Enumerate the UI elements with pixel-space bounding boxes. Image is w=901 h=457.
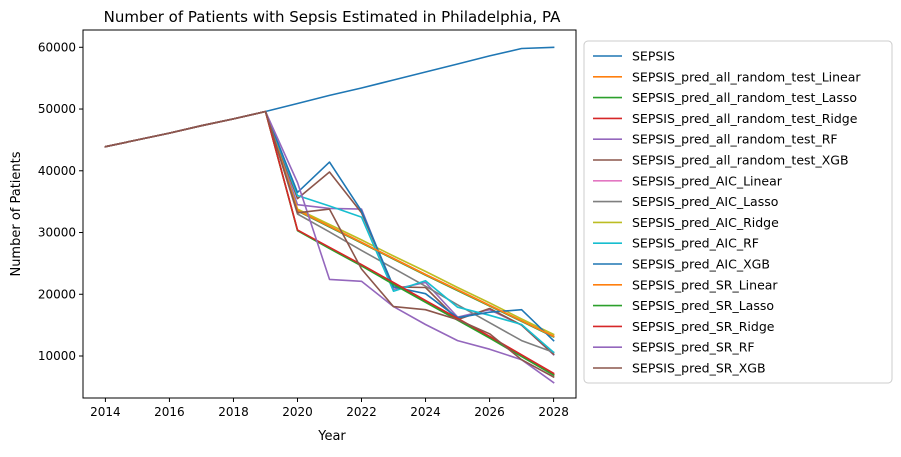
x-tick-label: 2020 [282, 405, 313, 419]
legend-label-2: SEPSIS_pred_all_random_test_Lasso [632, 90, 857, 105]
legend-label-10: SEPSIS_pred_AIC_XGB [632, 257, 770, 272]
y-tick-label: 40000 [38, 164, 76, 178]
legend: SEPSIS SEPSIS_pred_all_random_test_Linear… [583, 40, 893, 384]
legend-items: SEPSIS SEPSIS_pred_all_random_test_Linear… [593, 49, 861, 376]
plot-lines [104, 46, 555, 384]
legend-label-7: SEPSIS_pred_AIC_Lasso [632, 194, 778, 209]
legend-label-14: SEPSIS_pred_SR_RF [632, 340, 755, 355]
legend-label-13: SEPSIS_pred_SR_Ridge [632, 319, 775, 334]
chart-title: Number of Patients with Sepsis Estimated… [104, 8, 561, 26]
series-line-15 [104, 110, 555, 379]
plot-frame [82, 29, 577, 399]
legend-label-0: SEPSIS [632, 49, 675, 64]
legend-box [583, 40, 893, 384]
legend-label-15: SEPSIS_pred_SR_XGB [632, 361, 766, 376]
x-tick-label: 2016 [154, 405, 185, 419]
x-tick-label: 2014 [90, 405, 121, 419]
y-tick-label: 30000 [38, 226, 76, 240]
x-tick-label: 2022 [346, 405, 377, 419]
legend-label-11: SEPSIS_pred_SR_Linear [632, 277, 778, 292]
legend-label-3: SEPSIS_pred_all_random_test_Ridge [632, 111, 858, 126]
y-tick-label: 50000 [38, 102, 76, 116]
legend-label-12: SEPSIS_pred_SR_Lasso [632, 298, 774, 313]
legend-label-5: SEPSIS_pred_all_random_test_XGB [632, 153, 849, 168]
y-axis-label: Number of Patients [9, 151, 24, 276]
y-axis: 10000 20000 30000 40000 50000 60000 [38, 40, 83, 363]
legend-label-9: SEPSIS_pred_AIC_RF [632, 236, 759, 251]
x-tick-label: 2018 [218, 405, 249, 419]
x-axis: 2014 2016 2018 2020 2022 2024 2026 2028 [90, 398, 569, 419]
y-tick-label: 60000 [38, 40, 76, 54]
legend-label-4: SEPSIS_pred_all_random_test_RF [632, 132, 838, 147]
x-axis-label: Year [317, 429, 346, 444]
legend-label-6: SEPSIS_pred_AIC_Linear [632, 173, 783, 188]
legend-label-1: SEPSIS_pred_all_random_test_Linear [632, 69, 861, 84]
x-tick-label: 2026 [474, 405, 505, 419]
x-tick-label: 2024 [410, 405, 441, 419]
x-tick-label: 2028 [538, 405, 569, 419]
y-tick-label: 10000 [38, 349, 76, 363]
legend-label-8: SEPSIS_pred_AIC_Ridge [632, 215, 779, 230]
y-tick-label: 20000 [38, 287, 76, 301]
